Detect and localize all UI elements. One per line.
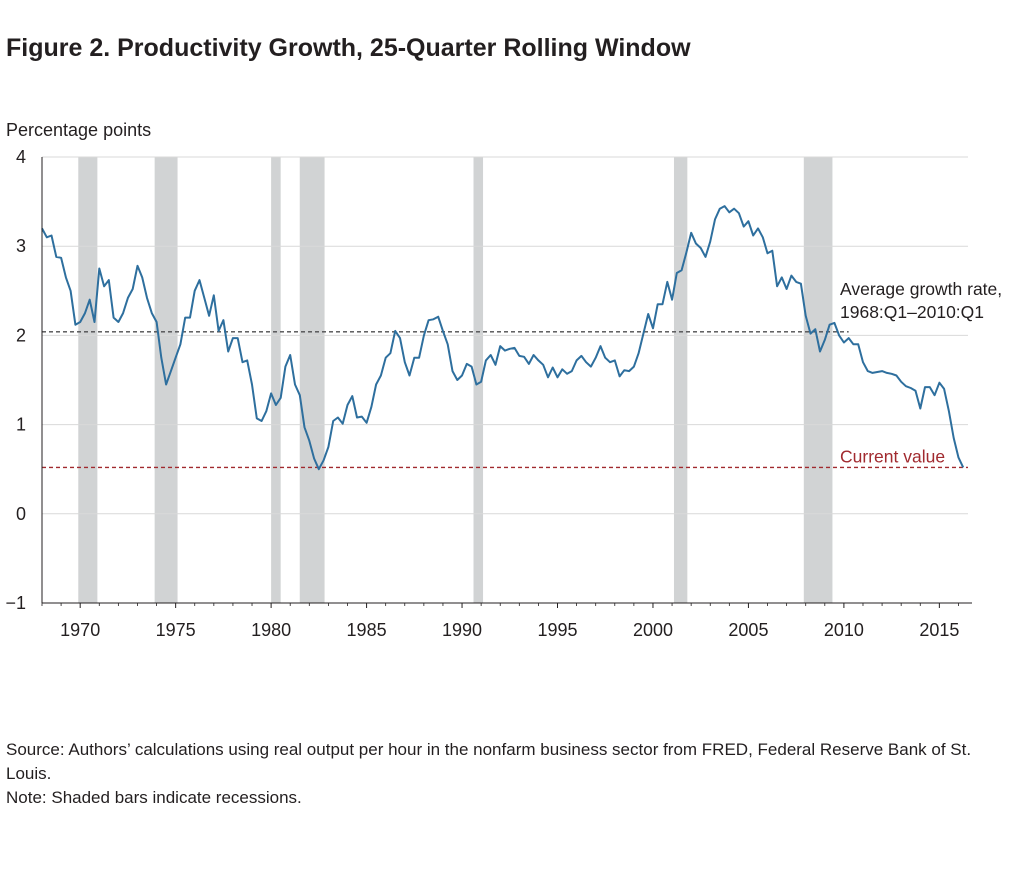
average-label-line2: 1968:Q1–2010:Q1 <box>840 302 984 322</box>
chart-plot: −1 0 1 2 3 4 1970 1975 1980 1985 1990 1995 2000 2005 2… <box>5 147 1002 640</box>
recession-note: Note: Shaded bars indicate recessions. <box>6 788 302 807</box>
recession-bar-0 <box>78 157 98 603</box>
chart-title: Figure 2. Productivity Growth, 25-Quarte… <box>6 34 691 62</box>
x-tick-label-5: 1995 <box>537 620 577 640</box>
annotations: Average growth rate, 1968:Q1–2010:Q1 Curre… <box>840 279 1002 467</box>
recession-bar-3 <box>299 157 325 603</box>
x-tick-label-7: 2005 <box>728 620 768 640</box>
source-note: Source: Authors’ calculations using real… <box>6 740 972 783</box>
recession-bar-4 <box>473 157 484 603</box>
y-tick-label-5: 4 <box>16 147 26 167</box>
y-tick-label-4: 3 <box>16 236 26 256</box>
series-layer <box>41 205 965 471</box>
x-tick-label-2: 1980 <box>251 620 291 640</box>
recession-bar-5 <box>673 157 688 603</box>
x-tick-label-9: 2015 <box>919 620 959 640</box>
recession-bars <box>78 157 833 603</box>
figure-notes: Source: Authors’ calculations using real… <box>6 738 1016 810</box>
x-tick-label-0: 1970 <box>60 620 100 640</box>
y-axis-label: Percentage points <box>6 120 152 140</box>
x-tick-label-4: 1990 <box>442 620 482 640</box>
series-line-0 <box>41 205 965 471</box>
y-tick-label-2: 1 <box>16 415 26 435</box>
axes: −1 0 1 2 3 4 1970 1975 1980 1985 1990 1995 2000 2005 2… <box>5 147 972 640</box>
x-tick-label-3: 1985 <box>347 620 387 640</box>
gridlines <box>42 156 968 515</box>
x-tick-label-8: 2010 <box>824 620 864 640</box>
x-tick-label-1: 1975 <box>156 620 196 640</box>
recession-bar-6 <box>803 157 833 603</box>
current-value-label: Current value <box>840 446 945 466</box>
y-tick-label-3: 2 <box>16 325 26 345</box>
x-tick-label-6: 2000 <box>633 620 673 640</box>
average-label-line1: Average growth rate, <box>840 279 1002 299</box>
recession-bar-2 <box>271 157 281 603</box>
y-tick-label-0: −1 <box>5 593 26 613</box>
y-tick-label-1: 0 <box>16 504 26 524</box>
reference-lines <box>42 331 968 469</box>
